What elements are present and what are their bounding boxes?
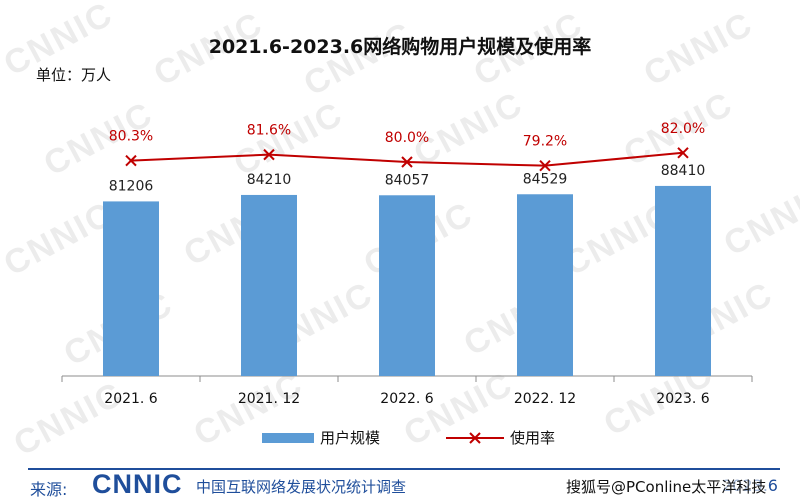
rate-value-label: 82.0% xyxy=(661,121,705,137)
rate-point-marker xyxy=(539,159,551,172)
rate-value-label: 80.3% xyxy=(109,129,153,145)
rate-value-label: 81.6% xyxy=(247,123,291,139)
credit-caption: 搜狐号@PConline太平洋科技 xyxy=(566,476,767,497)
rate-line xyxy=(130,151,684,167)
legend-label-line: 使用率 xyxy=(510,429,555,447)
bar-value-label: 84210 xyxy=(247,172,292,188)
source-label: 来源: xyxy=(30,480,68,499)
bar xyxy=(655,185,711,376)
bar-value-label: 81206 xyxy=(109,178,154,194)
marker-stroke xyxy=(263,148,275,161)
x-tick-label: 2022. 12 xyxy=(514,391,576,407)
legend-swatch-bar xyxy=(262,433,314,443)
rate-point-marker xyxy=(677,147,689,159)
marker-stroke xyxy=(125,154,137,167)
bar xyxy=(517,194,573,376)
marker-stroke xyxy=(677,147,689,159)
unit-label: 单位：万人 xyxy=(36,66,111,84)
bar xyxy=(379,195,435,376)
bar-value-label: 84529 xyxy=(523,171,568,187)
footer-divider xyxy=(28,468,780,470)
cnnic-logo: CNNIC xyxy=(92,469,183,499)
rate-point-marker xyxy=(263,148,275,161)
x-tick-label: 2021. 6 xyxy=(104,391,158,407)
bar-value-label: 88410 xyxy=(661,163,706,179)
plot-area: 81206 2021. 6 84210 2021. 12 84057 2022. 6 845… xyxy=(61,121,753,407)
rate-point-marker xyxy=(125,154,137,167)
marker-stroke xyxy=(539,159,551,172)
x-tick-label: 2023. 6 xyxy=(656,391,710,407)
rate-value-label: 79.2% xyxy=(523,134,567,150)
rate-point-marker xyxy=(401,156,413,168)
bar-value-label: 84057 xyxy=(385,172,430,188)
rate-value-label: 80.0% xyxy=(385,130,429,146)
bar xyxy=(241,194,297,376)
legend: 用户规模 使用率 xyxy=(262,429,555,447)
x-tick-label: 2022. 6 xyxy=(380,391,434,407)
source-footer: 来源: CNNIC 中国互联网络发展状况统计调查 2023.6 xyxy=(0,456,800,504)
marker-stroke xyxy=(401,156,413,168)
legend-marker-stroke xyxy=(469,432,481,444)
source-organization: 中国互联网络发展状况统计调查 xyxy=(196,478,407,496)
legend-label-bar: 用户规模 xyxy=(320,429,380,447)
chart-title: 2021.6-2023.6网络购物用户规模及使用率 xyxy=(209,35,592,58)
x-tick-label: 2021. 12 xyxy=(238,391,300,407)
bar xyxy=(103,201,159,376)
